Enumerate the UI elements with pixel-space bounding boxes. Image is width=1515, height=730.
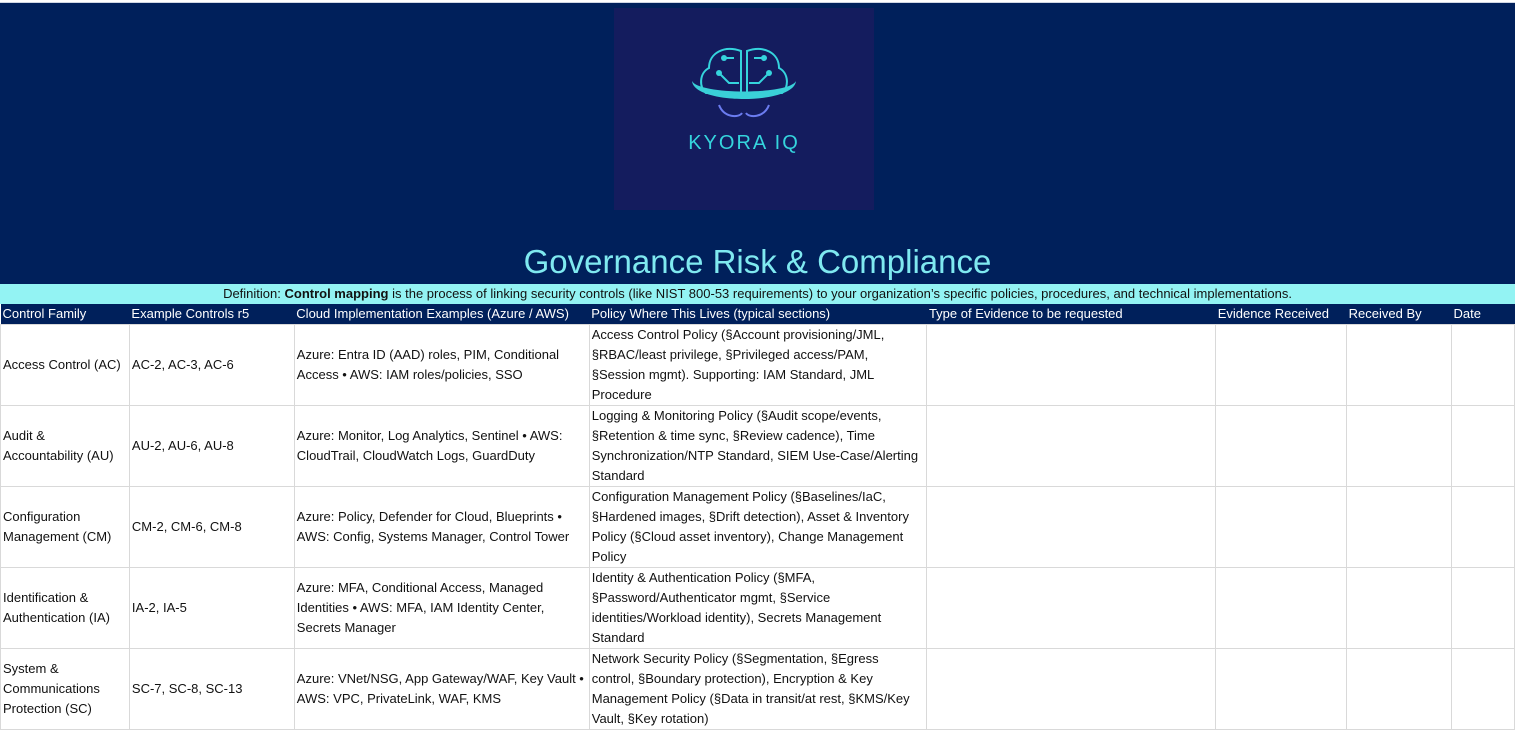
cell-date[interactable] — [1451, 566, 1515, 649]
cell-controls[interactable]: AC-2, AC-3, AC-6 — [128, 323, 295, 406]
column-header[interactable]: Type of Evidence to be requested — [926, 304, 1216, 324]
cell-policy[interactable]: Logging & Monitoring Policy (§Audit scop… — [588, 404, 928, 487]
column-header[interactable]: Received By — [1346, 304, 1452, 324]
table-row: Audit & Accountability (AU) AU-2, AU-6, A… — [0, 404, 1515, 487]
table-row: Access Control (AC) AC-2, AC-3, AC-6 Azure… — [0, 323, 1515, 406]
cell-policy[interactable]: Network Security Policy (§Segmentation, … — [588, 647, 928, 730]
cell-date[interactable] — [1451, 647, 1515, 730]
cell-received[interactable] — [1215, 404, 1348, 487]
cell-evidence[interactable] — [926, 566, 1217, 649]
brain-circuit-icon — [692, 48, 796, 118]
cell-policy[interactable]: Identity & Authentication Policy (§MFA, … — [588, 566, 928, 649]
cell-evidence[interactable] — [926, 647, 1217, 730]
cell-received[interactable] — [1215, 566, 1348, 649]
cell-family[interactable]: Audit & Accountability (AU) — [0, 404, 130, 487]
cell-received[interactable] — [1215, 647, 1348, 730]
cell-date[interactable] — [1451, 485, 1515, 568]
cell-family[interactable]: Configuration Management (CM) — [0, 485, 130, 568]
cell-controls[interactable]: AU-2, AU-6, AU-8 — [128, 404, 295, 487]
cell-policy[interactable]: Configuration Management Policy (§Baseli… — [588, 485, 928, 568]
column-header[interactable]: Example Controls r5 — [129, 304, 295, 324]
cell-date[interactable] — [1451, 323, 1515, 406]
definition-prefix: Definition: — [223, 286, 285, 301]
logo: KYORA IQ — [614, 8, 874, 210]
definition-term: Control mapping — [284, 286, 389, 301]
cell-by[interactable] — [1346, 404, 1453, 487]
cell-received[interactable] — [1215, 323, 1348, 406]
cell-policy[interactable]: Access Control Policy (§Account provisio… — [588, 323, 928, 406]
column-header[interactable]: Cloud Implementation Examples (Azure / A… — [294, 304, 590, 324]
control-mapping-table: Control Family Example Controls r5 Cloud I… — [0, 304, 1515, 730]
cell-cloud[interactable]: Azure: MFA, Conditional Access, Managed … — [293, 566, 590, 649]
column-header[interactable]: Policy Where This Lives (typical section… — [589, 304, 927, 324]
cell-cloud[interactable]: Azure: VNet/NSG, App Gateway/WAF, Key Va… — [293, 647, 590, 730]
table-row: Identification & Authentication (IA) IA-2… — [0, 566, 1515, 649]
cell-by[interactable] — [1346, 485, 1453, 568]
cell-date[interactable] — [1451, 404, 1515, 487]
cell-evidence[interactable] — [926, 404, 1217, 487]
cell-controls[interactable]: CM-2, CM-6, CM-8 — [128, 485, 295, 568]
page-title: Governance Risk & Compliance — [523, 243, 992, 280]
column-header[interactable]: Control Family — [0, 304, 130, 324]
cell-by[interactable] — [1346, 566, 1453, 649]
cell-controls[interactable]: IA-2, IA-5 — [128, 566, 295, 649]
cell-cloud[interactable]: Azure: Monitor, Log Analytics, Sentinel … — [293, 404, 590, 487]
definition-text: is the process of linking security contr… — [388, 286, 1292, 301]
header-banner: KYORA IQ Governance Risk & Compliance — [0, 2, 1515, 284]
column-header[interactable]: Evidence Received — [1215, 304, 1347, 324]
logo-text: KYORA IQ — [688, 132, 800, 154]
cell-family[interactable]: System & Communications Protection (SC) — [0, 647, 130, 730]
cell-evidence[interactable] — [926, 323, 1217, 406]
cell-by[interactable] — [1346, 647, 1453, 730]
table-row: System & Communications Protection (SC) S… — [0, 647, 1515, 730]
cell-family[interactable]: Access Control (AC) — [0, 323, 130, 406]
cell-received[interactable] — [1215, 485, 1348, 568]
definition-banner: Definition: Control mapping is the proce… — [0, 284, 1515, 304]
cell-family[interactable]: Identification & Authentication (IA) — [0, 566, 130, 649]
table-row: Configuration Management (CM) CM-2, CM-6,… — [0, 485, 1515, 568]
cell-cloud[interactable]: Azure: Policy, Defender for Cloud, Bluep… — [293, 485, 590, 568]
cell-controls[interactable]: SC-7, SC-8, SC-13 — [128, 647, 295, 730]
column-header[interactable]: Date — [1451, 304, 1515, 324]
cell-evidence[interactable] — [926, 485, 1217, 568]
cell-cloud[interactable]: Azure: Entra ID (AAD) roles, PIM, Condit… — [293, 323, 590, 406]
cell-by[interactable] — [1346, 323, 1453, 406]
